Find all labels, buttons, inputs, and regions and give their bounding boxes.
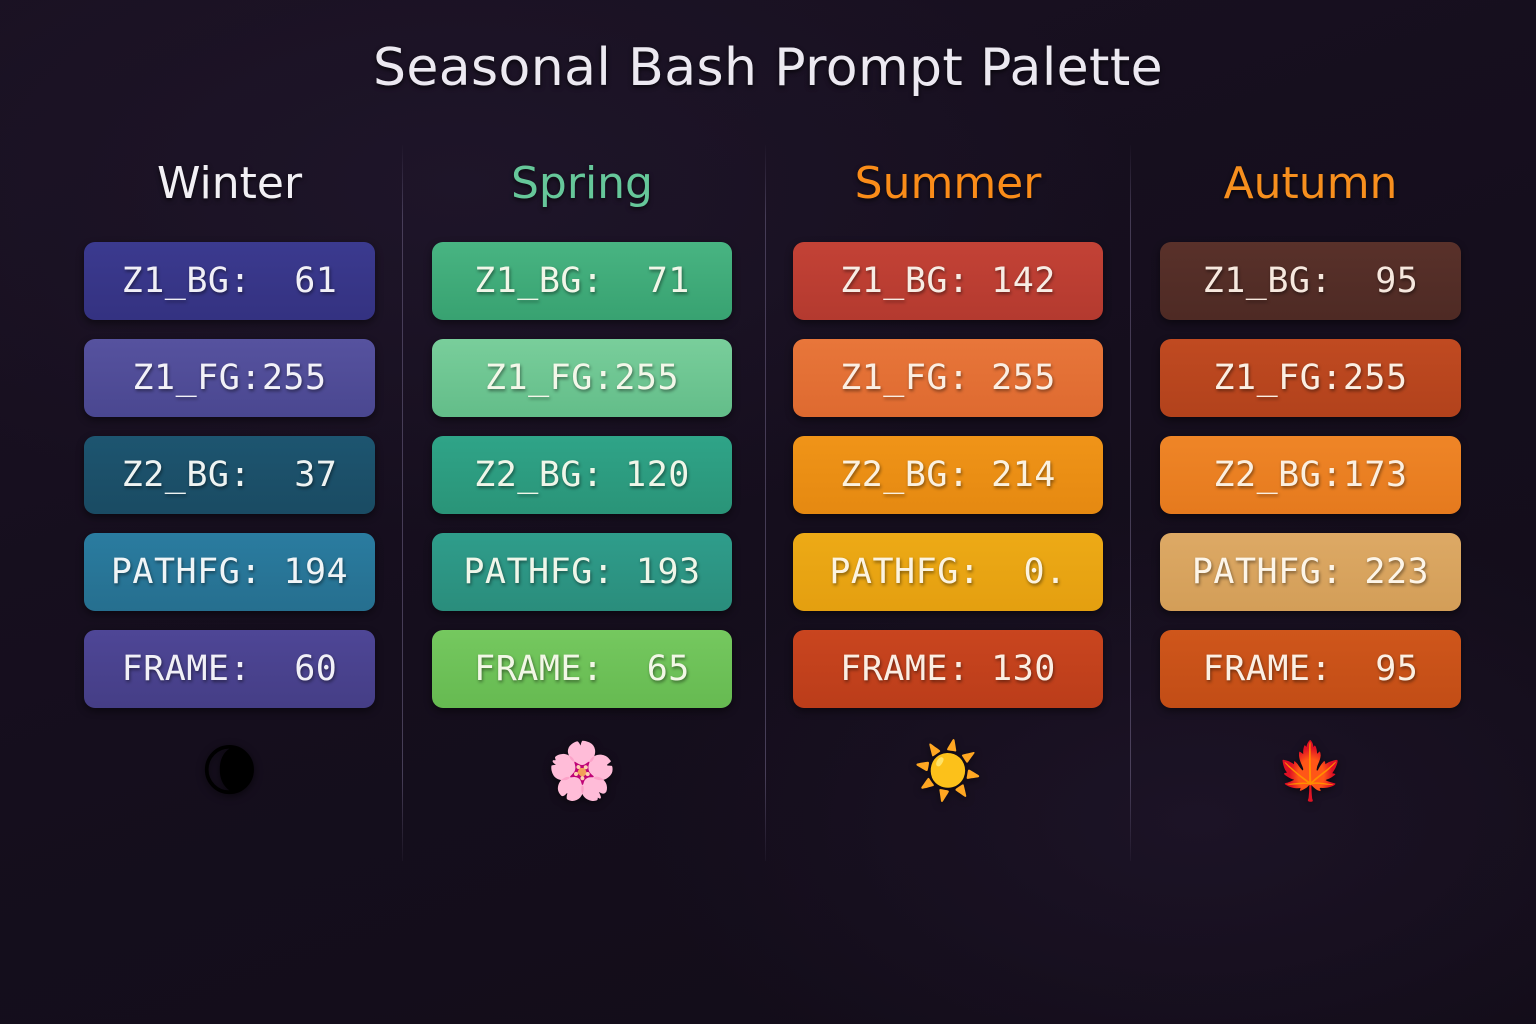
season-column-winter: Winter Z1_BG: 61 Z1_FG:255 Z2_BG: 37 PATHFG:…	[84, 162, 375, 804]
color-chip-frame[interactable]: FRAME: 65	[432, 630, 732, 708]
color-chip-list: Z1_BG: 95 Z1_FG:255 Z2_BG:173 PATHFG: 223 FR…	[1160, 242, 1461, 708]
color-chip-z1_fg[interactable]: Z1_FG: 255	[793, 339, 1103, 417]
color-chip-z2_bg[interactable]: Z2_BG: 37	[84, 436, 375, 514]
season-title-summer: Summer	[854, 158, 1042, 209]
column-divider-1	[402, 145, 403, 861]
cherry-blossom-icon: 🌸	[547, 739, 617, 804]
column-divider-3	[1130, 145, 1131, 861]
column-divider-2	[765, 145, 766, 861]
color-chip-z2_bg[interactable]: Z2_BG: 214	[793, 436, 1103, 514]
color-chip-list: Z1_BG: 71 Z1_FG:255 Z2_BG: 120 PATHFG: 193 F…	[432, 242, 732, 708]
color-chip-z1_bg[interactable]: Z1_BG: 95	[1160, 242, 1461, 320]
color-chip-frame[interactable]: FRAME: 130	[793, 630, 1103, 708]
color-chip-z1_bg[interactable]: Z1_BG: 71	[432, 242, 732, 320]
season-column-summer: Summer Z1_BG: 142 Z1_FG: 255 Z2_BG: 214 PATH…	[793, 162, 1103, 804]
color-chip-list: Z1_BG: 142 Z1_FG: 255 Z2_BG: 214 PATHFG: 0.…	[793, 242, 1103, 708]
color-chip-frame[interactable]: FRAME: 95	[1160, 630, 1461, 708]
color-chip-pathfg[interactable]: PATHFG: 193	[432, 533, 732, 611]
color-chip-list: Z1_BG: 61 Z1_FG:255 Z2_BG: 37 PATHFG: 194 FR…	[84, 242, 375, 708]
color-chip-pathfg[interactable]: PATHFG: 0.	[793, 533, 1103, 611]
color-chip-z1_fg[interactable]: Z1_FG:255	[84, 339, 375, 417]
color-chip-pathfg[interactable]: PATHFG: 223	[1160, 533, 1461, 611]
color-chip-z2_bg[interactable]: Z2_BG: 120	[432, 436, 732, 514]
color-chip-z1_fg[interactable]: Z1_FG:255	[1160, 339, 1461, 417]
season-column-spring: Spring Z1_BG: 71 Z1_FG:255 Z2_BG: 120 PATHFG…	[432, 162, 732, 804]
season-title-autumn: Autumn	[1223, 158, 1398, 209]
season-title-spring: Spring	[511, 158, 653, 209]
page-title: Seasonal Bash Prompt Palette	[372, 38, 1164, 98]
color-chip-z1_bg[interactable]: Z1_BG: 61	[84, 242, 375, 320]
color-chip-frame[interactable]: FRAME: 60	[84, 630, 375, 708]
maple-leaf-icon: 🍁	[1275, 739, 1346, 804]
sun-icon: ☀️	[913, 739, 983, 804]
color-chip-z1_bg[interactable]: Z1_BG: 142	[793, 242, 1103, 320]
color-chip-pathfg[interactable]: PATHFG: 194	[84, 533, 375, 611]
color-chip-z1_fg[interactable]: Z1_FG:255	[432, 339, 732, 417]
season-title-winter: Winter	[156, 158, 303, 209]
waning-crescent-moon-icon: 🌘	[200, 739, 259, 804]
color-chip-z2_bg[interactable]: Z2_BG:173	[1160, 436, 1461, 514]
season-column-autumn: Autumn Z1_BG: 95 Z1_FG:255 Z2_BG:173 PATHFG:…	[1160, 162, 1461, 804]
